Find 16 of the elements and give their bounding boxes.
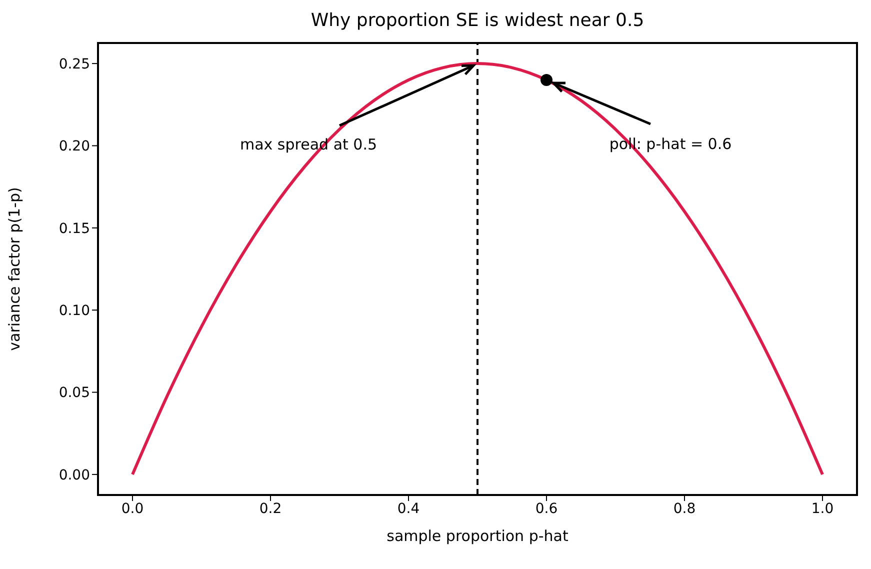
x-tick-label: 0.0 — [121, 500, 144, 517]
x-tick-label: 0.8 — [673, 500, 696, 517]
y-tick-label: 0.10 — [58, 303, 90, 320]
y-tick-label: 0.25 — [58, 56, 90, 73]
x-tick-label: 0.4 — [397, 500, 420, 517]
y-tick-label: 0.00 — [58, 467, 90, 484]
y-tick-label: 0.20 — [58, 138, 90, 155]
x-tick-label: 0.2 — [259, 500, 282, 517]
y-tick-label: 0.05 — [58, 385, 90, 402]
x-axis-title: sample proportion p-hat — [386, 527, 568, 545]
line-series — [131, 62, 824, 476]
x-tick-label: 1.0 — [811, 500, 834, 517]
chart-title: Why proportion SE is widest near 0.5 — [310, 10, 646, 31]
y-axis-title: variance factor p(1-p) — [5, 187, 24, 351]
y-tick-label: 0.15 — [58, 220, 90, 237]
x-tick-label: 0.6 — [535, 500, 558, 517]
